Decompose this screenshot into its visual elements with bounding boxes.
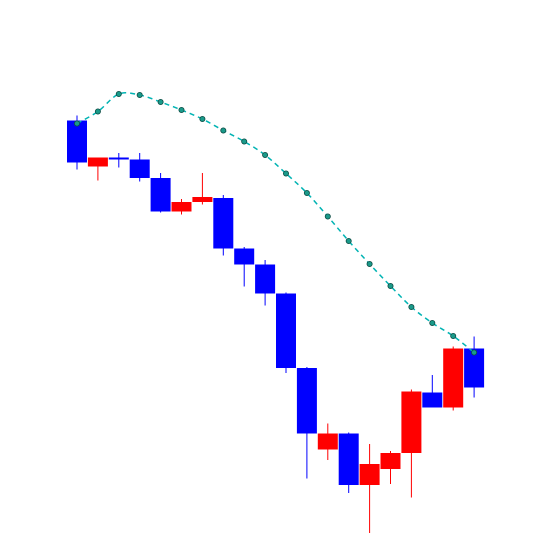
candle-body [317,433,338,450]
candle [108,153,129,168]
candle-body [213,198,234,249]
candle [317,423,338,460]
overlay-marker [178,107,185,114]
candle [380,451,401,484]
overlay-marker [471,349,478,356]
candle [171,199,192,215]
candle [129,153,150,182]
candle [422,375,443,408]
candle-body [401,391,422,453]
candle-body [234,248,255,265]
candle-body [108,157,129,160]
candle [234,247,255,287]
candle [464,336,485,398]
candle-body [359,464,380,485]
candle [192,173,213,205]
candle-body [129,159,150,178]
candle-body [87,157,108,167]
overlay-marker [282,170,289,177]
candle-body [338,433,359,485]
candle-body [255,264,276,294]
candle [213,195,234,256]
candle-body [67,120,87,163]
overlay-marker [199,116,206,123]
overlay-marker [220,127,227,134]
candle-body [276,293,296,368]
overlay-marker [408,303,415,310]
candle-body [443,348,464,408]
candle-body [192,197,213,202]
candle [401,389,422,498]
overlay-marker [136,92,143,99]
overlay-marker [74,120,81,127]
overlay-marker [387,282,394,289]
overlay-marker [429,319,436,326]
candle [150,173,171,213]
candles [67,115,485,533]
candle-body [380,453,401,469]
candle [276,292,296,373]
candle [255,260,276,306]
candle-body [296,368,317,434]
overlay-line-series [74,91,478,356]
overlay-marker [94,108,101,115]
overlay-line [76,92,475,354]
overlay-marker [345,237,352,244]
overlay-marker [324,213,331,220]
overlay-marker [115,91,122,98]
overlay-marker [262,151,269,158]
overlay-marker [366,260,373,267]
candle [296,367,317,479]
overlay-marker [303,189,310,196]
candle-body [422,392,443,408]
overlay-marker [157,99,164,106]
candle-body [171,202,192,212]
candle [87,157,108,181]
candle [338,432,359,493]
candle [359,444,380,533]
overlay-marker [241,138,248,145]
candle-body [464,348,485,388]
candle-body [150,178,171,212]
candle [443,346,464,411]
overlay-marker [450,332,457,339]
